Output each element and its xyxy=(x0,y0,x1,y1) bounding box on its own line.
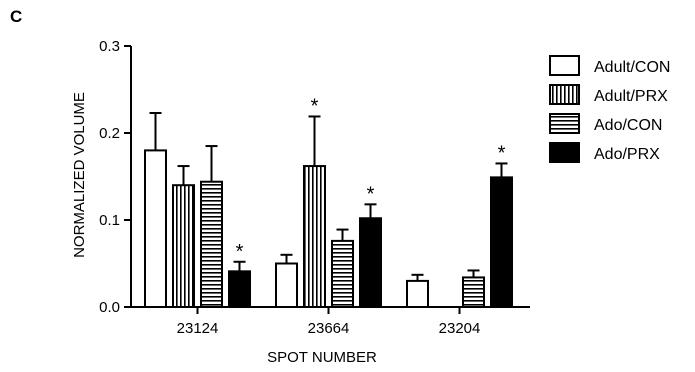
x-tick-label: 23124 xyxy=(177,320,219,337)
y-tick-label: 0.2 xyxy=(99,125,120,142)
x-tick-label: 23204 xyxy=(439,320,481,337)
bar xyxy=(359,217,382,308)
legend-swatch xyxy=(549,113,580,134)
x-axis-title: SPOT NUMBER xyxy=(267,349,377,366)
legend-swatch xyxy=(549,84,580,105)
legend-swatch xyxy=(549,142,580,163)
legend-label: Ado/CON xyxy=(594,117,662,134)
y-tick-label: 0.1 xyxy=(99,212,120,229)
bar xyxy=(144,149,167,308)
legend-label: Adult/PRX xyxy=(594,88,668,105)
panel-label: C xyxy=(10,7,22,26)
legend-swatch xyxy=(549,55,580,76)
y-axis: 0.0 0.1 0.2 0.3 xyxy=(99,38,132,316)
legend-label: Adult/CON xyxy=(594,59,670,76)
significance-star: * xyxy=(311,95,319,117)
bar xyxy=(331,239,354,309)
legend-label: Ado/PRX xyxy=(594,146,660,163)
y-axis-title: NORMALIZED VOLUME xyxy=(71,92,88,258)
significance-star: * xyxy=(367,183,375,205)
bar xyxy=(303,165,326,308)
x-tick-label: 23664 xyxy=(308,320,350,337)
bar xyxy=(172,184,195,308)
bar xyxy=(406,279,429,308)
bar xyxy=(462,276,485,309)
y-tick-label: 0.0 xyxy=(99,299,120,316)
x-axis: 23124 23664 23204 xyxy=(131,306,530,337)
bar xyxy=(228,270,251,308)
bar xyxy=(200,180,223,308)
significance-star: * xyxy=(236,241,244,263)
bar xyxy=(490,176,513,308)
legend: Adult/CON Adult/PRX Ado/CON Ado/PRX xyxy=(549,55,670,163)
significance-markers: * * * * xyxy=(236,95,506,262)
y-tick-label: 0.3 xyxy=(99,38,120,55)
significance-star: * xyxy=(498,142,506,164)
bar xyxy=(275,262,298,308)
bars xyxy=(144,111,513,309)
